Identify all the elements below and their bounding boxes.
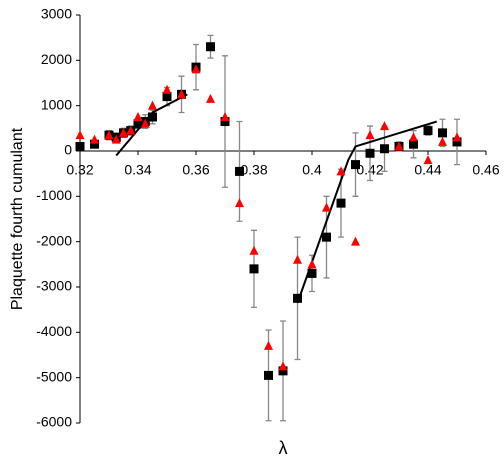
x-tick-label: 0.36 bbox=[182, 162, 209, 178]
square-marker bbox=[264, 370, 273, 380]
x-tick-label: 0.4 bbox=[302, 162, 322, 178]
triangle-marker bbox=[191, 64, 201, 74]
triangle-marker bbox=[322, 202, 331, 212]
y-tick-label: 1000 bbox=[41, 96, 72, 112]
square-marker bbox=[351, 160, 360, 170]
triangle-marker bbox=[133, 112, 143, 121]
fit-line bbox=[115, 93, 437, 304]
triangle-marker bbox=[235, 198, 244, 208]
square-marker bbox=[409, 139, 418, 149]
triangle-marker bbox=[140, 118, 150, 128]
square-marker bbox=[220, 117, 230, 127]
triangle-marker bbox=[336, 166, 346, 176]
square-marker bbox=[307, 268, 317, 278]
x-tick-label: 0.38 bbox=[240, 162, 267, 178]
y-axis-label: Plaquette fourth cumulant bbox=[9, 127, 26, 310]
triangle-marker bbox=[409, 132, 418, 142]
triangle-marker bbox=[177, 89, 186, 99]
y-tick-label: 2000 bbox=[41, 51, 72, 67]
triangle-marker bbox=[162, 84, 172, 94]
triangle-marker bbox=[351, 236, 360, 246]
triangle-marker bbox=[380, 121, 389, 131]
square-marker bbox=[336, 198, 346, 208]
triangle-marker bbox=[293, 254, 302, 264]
square-marker bbox=[423, 126, 433, 136]
triangle-marker bbox=[394, 141, 404, 151]
triangle-marker bbox=[452, 132, 462, 142]
y-tick-label: -5000 bbox=[36, 368, 72, 384]
triangle-marker bbox=[264, 340, 273, 350]
x-tick-label: 0.34 bbox=[124, 162, 151, 178]
square-marker bbox=[322, 232, 331, 242]
triangle-marker bbox=[126, 125, 136, 135]
triangle-marker bbox=[423, 155, 433, 165]
y-tick-label: -4000 bbox=[36, 323, 72, 339]
x-axis-label: λ bbox=[279, 438, 288, 458]
y-tick-label: -6000 bbox=[36, 414, 72, 430]
y-tick-label: 0 bbox=[64, 142, 72, 158]
square-marker bbox=[148, 112, 157, 122]
x-tick-label: 0.32 bbox=[66, 162, 93, 178]
square-marker bbox=[162, 92, 172, 102]
x-tick-label: 0.44 bbox=[414, 162, 441, 178]
square-marker bbox=[365, 148, 375, 158]
triangle-marker bbox=[249, 245, 259, 255]
y-tick-label: -1000 bbox=[36, 187, 72, 203]
square-marker bbox=[206, 42, 215, 52]
triangle-marker bbox=[307, 259, 317, 269]
square-marker bbox=[380, 144, 389, 154]
y-tick-label: 3000 bbox=[41, 6, 72, 22]
triangle-marker bbox=[75, 130, 85, 140]
triangle-marker bbox=[90, 134, 99, 144]
triangle-marker bbox=[220, 112, 230, 121]
square-marker bbox=[452, 137, 462, 147]
square-marker bbox=[75, 141, 85, 151]
triangle-marker bbox=[148, 100, 157, 110]
square-marker bbox=[235, 166, 244, 176]
square-marker bbox=[90, 139, 99, 149]
y-tick-label: -3000 bbox=[36, 278, 72, 294]
square-marker bbox=[133, 119, 143, 129]
triangle-marker bbox=[104, 130, 114, 140]
triangle-marker bbox=[111, 134, 121, 144]
square-marker bbox=[278, 366, 288, 376]
triangle-marker bbox=[278, 361, 288, 371]
triangle-marker bbox=[438, 136, 447, 146]
triangle-marker bbox=[206, 93, 215, 103]
triangle-marker bbox=[365, 130, 375, 140]
square-marker bbox=[293, 293, 302, 303]
square-marker bbox=[249, 264, 259, 274]
x-tick-label: 0.46 bbox=[472, 162, 499, 178]
square-marker bbox=[438, 128, 447, 138]
triangle-marker bbox=[119, 127, 128, 137]
y-tick-label: -2000 bbox=[36, 232, 72, 248]
